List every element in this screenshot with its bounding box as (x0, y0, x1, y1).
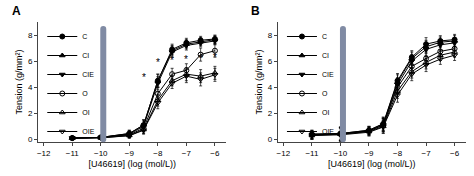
svg-text:*: * (142, 72, 146, 83)
svg-text:8: 8 (28, 31, 33, 40)
svg-text:−7: −7 (182, 149, 192, 158)
svg-text:−11: −11 (66, 149, 80, 158)
svg-text:−10: −10 (94, 149, 108, 158)
svg-text:−9: −9 (125, 149, 135, 158)
svg-text:CIE: CIE (82, 71, 94, 78)
svg-text:OI: OI (322, 109, 329, 116)
svg-text:Tension (g/mm²): Tension (g/mm²) (254, 49, 264, 114)
svg-text:−12: −12 (37, 149, 51, 158)
svg-text:−8: −8 (393, 149, 403, 158)
svg-text:0: 0 (268, 135, 273, 144)
svg-text:A: A (12, 4, 21, 18)
svg-text:CI: CI (322, 52, 329, 59)
svg-text:−8: −8 (153, 149, 163, 158)
svg-text:−10: −10 (334, 149, 348, 158)
svg-text:−7: −7 (421, 149, 431, 158)
svg-text:OIE: OIE (322, 128, 334, 135)
svg-text:CIE: CIE (322, 71, 334, 78)
svg-text:*: * (213, 52, 217, 63)
svg-text:Tension (g/mm²): Tension (g/mm²) (14, 49, 24, 114)
svg-text:[U46619] (log (mol/L)): [U46619] (log (mol/L)) (88, 159, 176, 169)
svg-text:6: 6 (268, 57, 273, 66)
svg-text:C: C (82, 33, 87, 40)
svg-text:0: 0 (28, 135, 33, 144)
svg-text:OI: OI (82, 109, 89, 116)
svg-text:−11: −11 (305, 149, 319, 158)
svg-text:O: O (82, 90, 88, 97)
svg-text:4: 4 (268, 83, 273, 92)
svg-text:−12: −12 (277, 149, 291, 158)
svg-text:C: C (322, 33, 327, 40)
svg-text:OIE: OIE (82, 128, 94, 135)
svg-text:CI: CI (82, 52, 89, 59)
svg-text:*: * (170, 55, 174, 66)
svg-text:−9: −9 (364, 149, 374, 158)
svg-text:*: * (156, 57, 160, 68)
svg-text:−6: −6 (210, 149, 220, 158)
svg-text:6: 6 (28, 57, 33, 66)
svg-text:O: O (322, 90, 328, 97)
svg-text:B: B (251, 4, 260, 18)
svg-text:*: * (184, 54, 188, 65)
svg-text:2: 2 (268, 109, 273, 118)
svg-text:2: 2 (28, 109, 33, 118)
svg-text:[U46619] (log (mol/L)): [U46619] (log (mol/L)) (328, 159, 416, 169)
svg-text:−6: −6 (450, 149, 460, 158)
svg-text:*: * (199, 53, 203, 64)
svg-text:4: 4 (28, 83, 33, 92)
svg-text:8: 8 (268, 31, 273, 40)
